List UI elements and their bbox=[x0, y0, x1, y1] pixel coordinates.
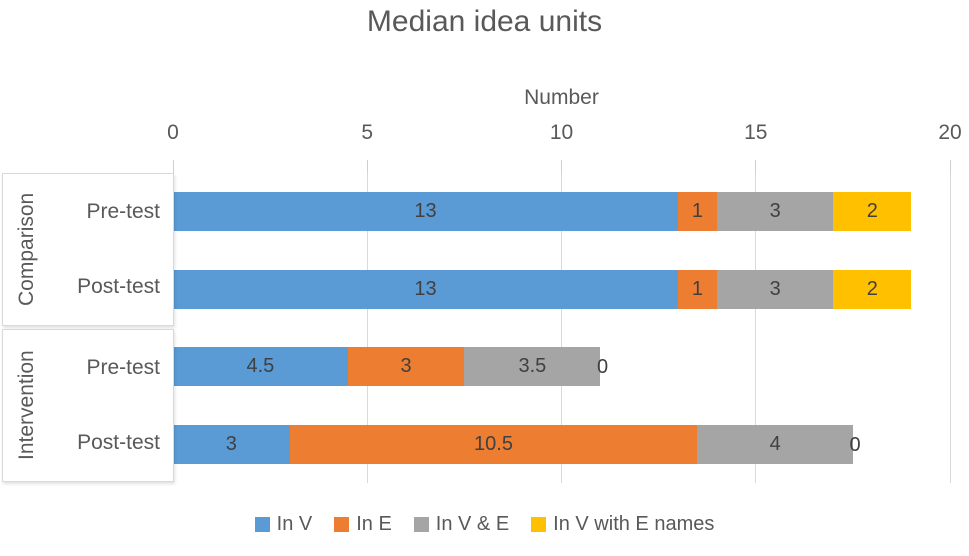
legend-swatch bbox=[334, 517, 350, 532]
x-tick-mark bbox=[949, 160, 951, 173]
group-label: Intervention bbox=[15, 350, 38, 461]
legend-label: In V with E names bbox=[553, 513, 715, 535]
legend-item: In V & E bbox=[413, 513, 510, 536]
legend-label: In V & E bbox=[435, 513, 510, 535]
x-axis-tick-labels: 0 5 10 15 20 bbox=[167, 121, 962, 147]
category-label: Pre-test bbox=[86, 199, 160, 223]
gridline bbox=[561, 173, 562, 483]
bar-row: 4.5 3 3.5 0 bbox=[173, 347, 950, 386]
category-label: Pre-test bbox=[86, 355, 160, 379]
bar-segment: 13 bbox=[173, 192, 679, 231]
x-tick-label: 15 bbox=[744, 121, 768, 144]
legend-swatch bbox=[531, 517, 547, 532]
data-label: 3 bbox=[769, 278, 781, 300]
bar-segment: 4.5 bbox=[173, 347, 348, 386]
bar-row: 13 1 3 2 bbox=[173, 270, 950, 309]
x-tick-label: 0 bbox=[167, 121, 179, 144]
x-tick-mark bbox=[755, 160, 757, 173]
bar-row: 13 1 3 2 bbox=[173, 192, 950, 231]
bar-segment: 4 bbox=[697, 425, 853, 464]
data-label: 2 bbox=[866, 278, 878, 300]
bar-segment: 10.5 bbox=[289, 425, 698, 464]
category-label: Post-test bbox=[77, 431, 160, 455]
bar-segment: 3 bbox=[716, 270, 834, 309]
category-label: Post-test bbox=[77, 275, 160, 299]
data-label: 0 bbox=[597, 355, 609, 378]
row-labels: Pre-test Post-test bbox=[77, 174, 160, 325]
data-label: 3 bbox=[400, 355, 412, 377]
data-label: 4.5 bbox=[246, 355, 275, 377]
gridline bbox=[949, 173, 951, 483]
bar-row: 3 10.5 4 0 bbox=[173, 425, 950, 464]
data-label: 0 bbox=[849, 433, 861, 456]
bar-segment: 3 bbox=[173, 425, 290, 464]
x-tick-mark bbox=[172, 160, 174, 173]
x-tick-mark bbox=[366, 160, 368, 173]
data-label: 4 bbox=[769, 433, 781, 455]
legend-label: In E bbox=[356, 513, 392, 535]
data-label: 10.5 bbox=[474, 433, 513, 455]
plot-area: 13 1 3 2 13 1 3 2 4.5 3 3.5 0 3 10.5 4 0 bbox=[172, 160, 951, 483]
bar-segment: 1 bbox=[678, 270, 717, 309]
category-group-box: Comparison Pre-test Post-test bbox=[2, 173, 174, 326]
data-label: 3 bbox=[225, 433, 237, 455]
legend-item: In V bbox=[254, 513, 313, 536]
row-labels: Pre-test Post-test bbox=[77, 330, 160, 481]
bar-segment: 3 bbox=[716, 192, 834, 231]
bar-segment: 3 bbox=[347, 347, 465, 386]
group-label: Comparison bbox=[15, 192, 38, 307]
legend: In V In E In V & E In V with E names bbox=[0, 513, 969, 536]
data-label: 1 bbox=[691, 278, 704, 300]
x-tick-label: 10 bbox=[549, 121, 574, 144]
category-group-box: Intervention Pre-test Post-test bbox=[2, 329, 174, 482]
x-axis-title: Number bbox=[524, 86, 599, 109]
x-tick-label: 5 bbox=[361, 121, 374, 144]
gridline bbox=[755, 173, 757, 483]
gridline bbox=[366, 173, 368, 483]
data-label: 2 bbox=[866, 200, 878, 222]
legend-item: In E bbox=[334, 513, 392, 536]
data-label: 3 bbox=[769, 200, 781, 222]
data-label: 13 bbox=[414, 200, 437, 222]
bar-segment: 2 bbox=[833, 270, 912, 309]
chart-title: Median idea units bbox=[366, 5, 603, 38]
bar-segment: 2 bbox=[833, 192, 912, 231]
legend-swatch bbox=[413, 517, 429, 532]
legend-item: In V with E names bbox=[531, 513, 714, 536]
legend-label: In V bbox=[276, 513, 313, 535]
legend-swatch bbox=[254, 517, 270, 532]
data-label: 13 bbox=[414, 278, 437, 300]
data-label: 1 bbox=[691, 200, 704, 222]
bar-segment: 13 bbox=[173, 270, 679, 309]
bar-segment: 3.5 bbox=[464, 347, 601, 386]
bar-segment: 1 bbox=[678, 192, 717, 231]
x-tick-mark bbox=[561, 160, 562, 173]
x-tick-label: 20 bbox=[938, 121, 962, 144]
data-label: 3.5 bbox=[518, 355, 547, 377]
